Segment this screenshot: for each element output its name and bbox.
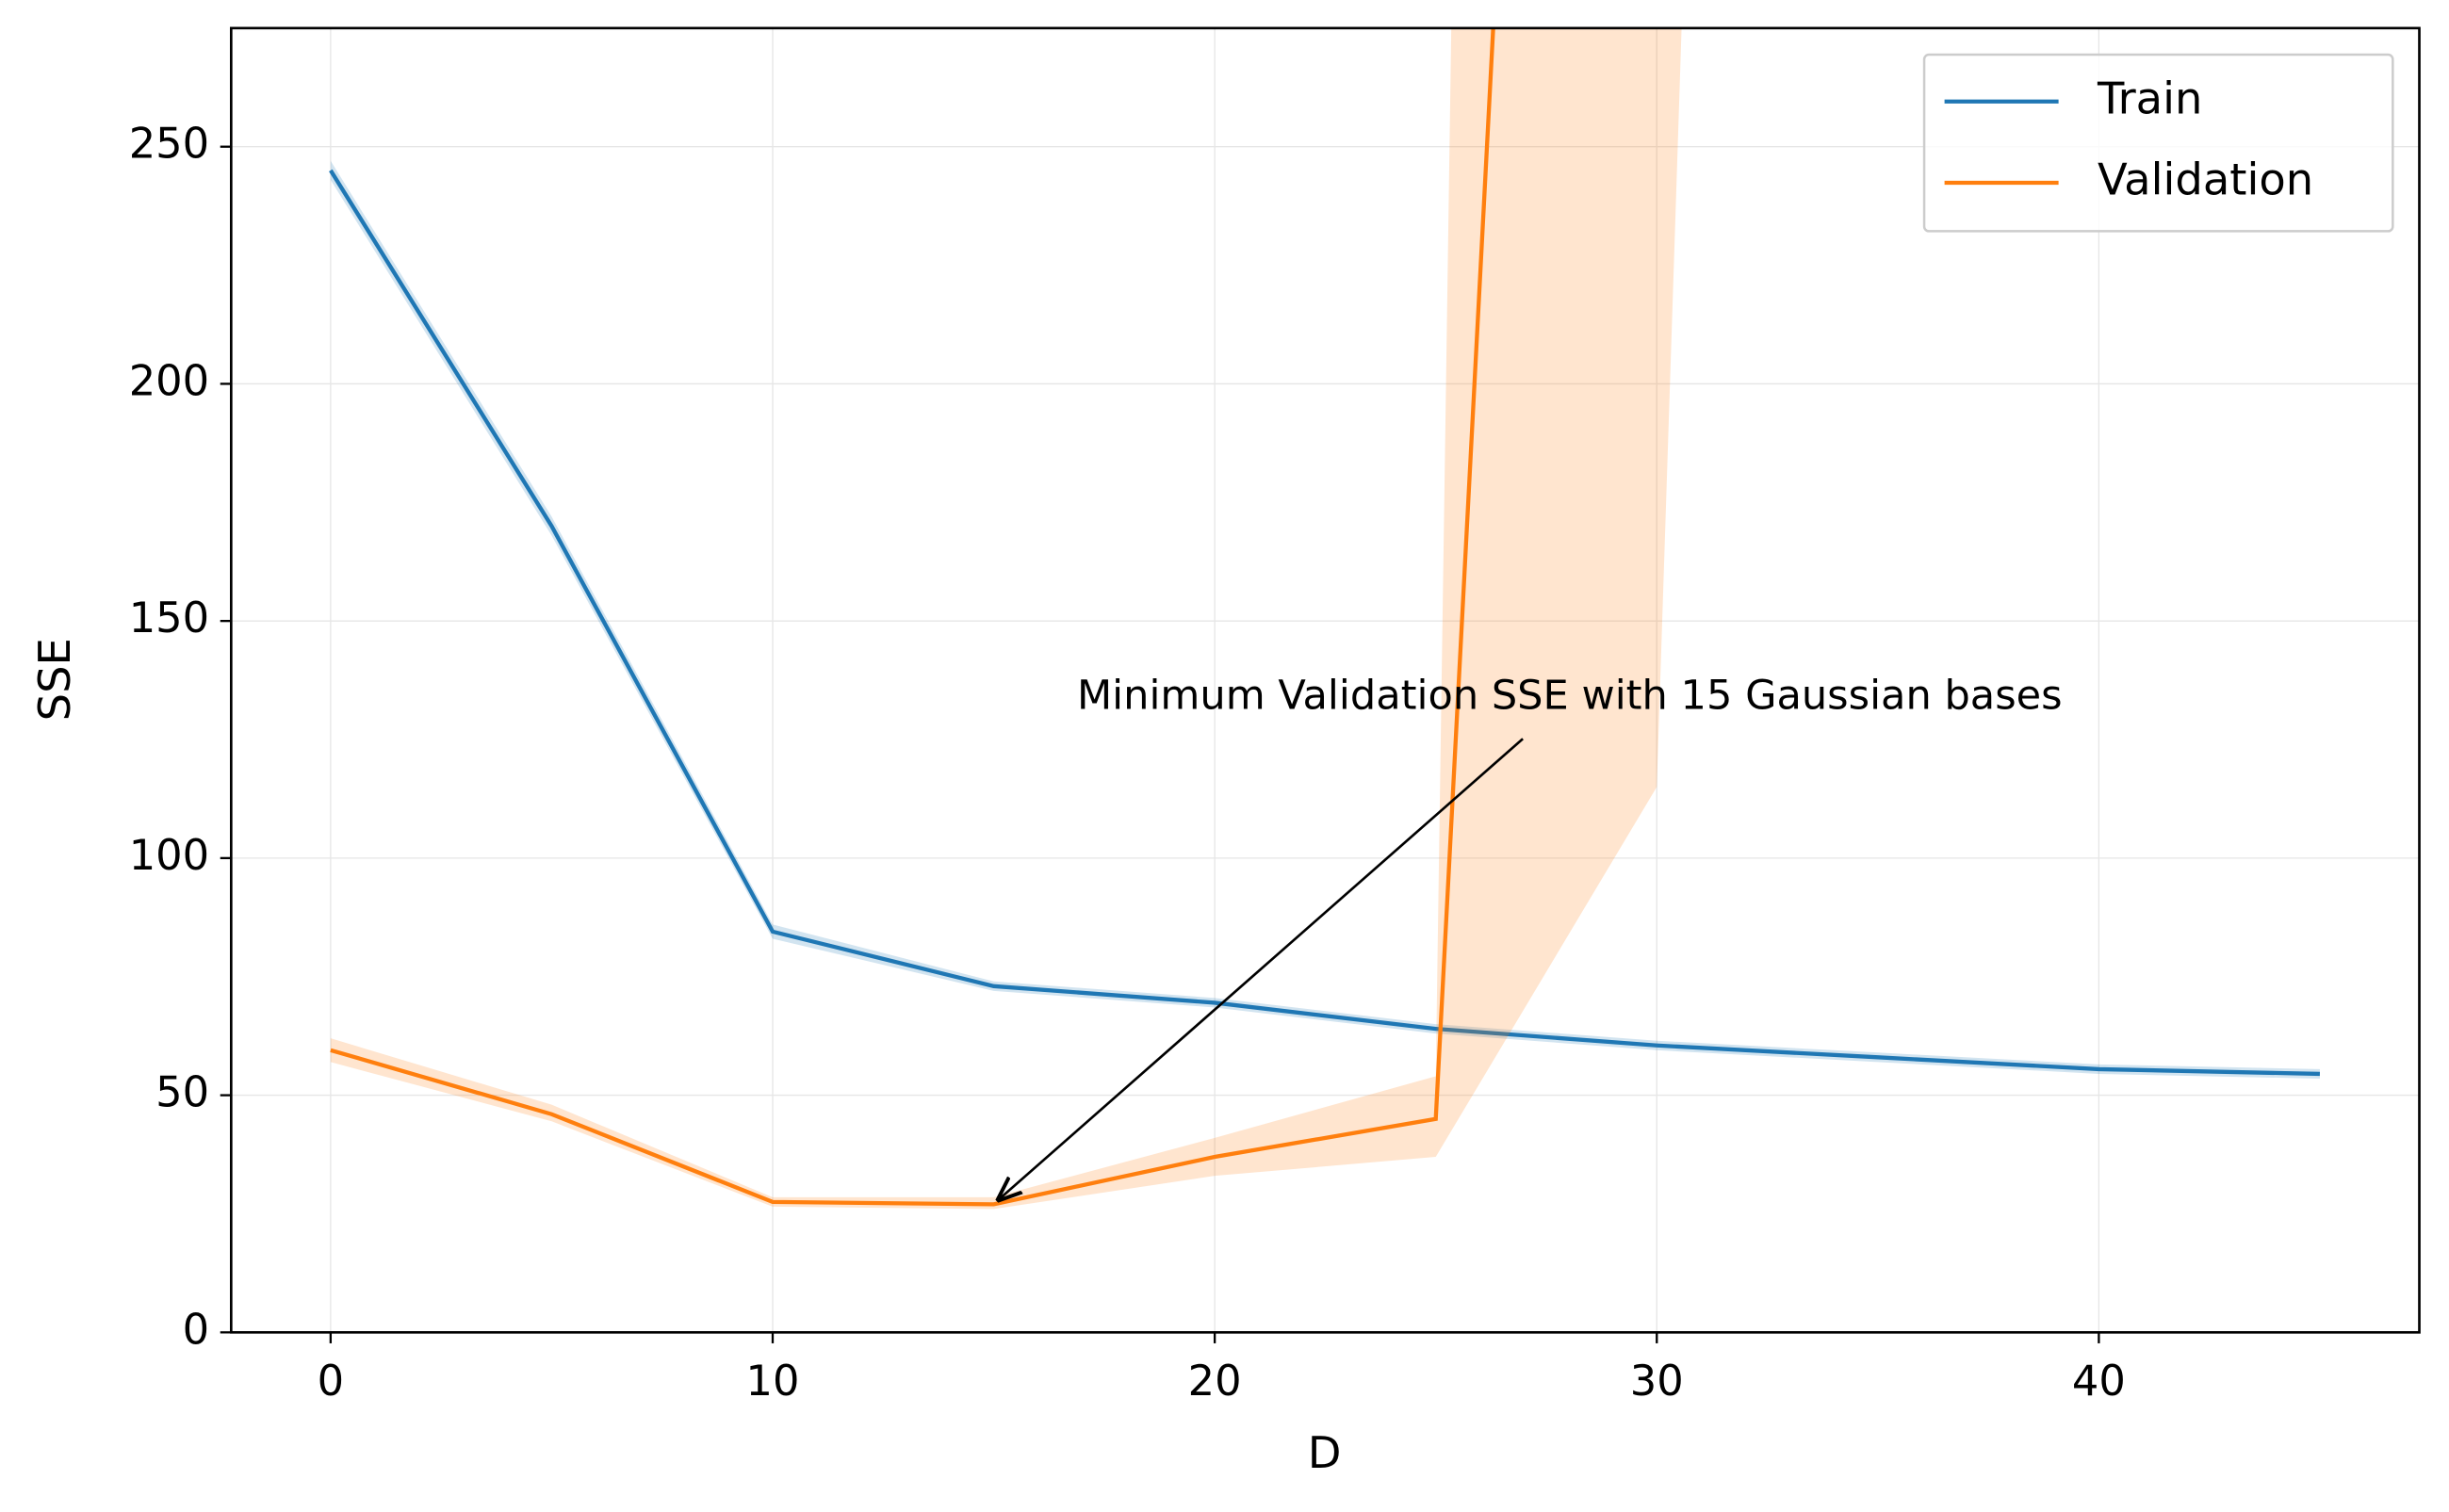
y-tick-label: 0	[183, 1304, 209, 1354]
legend: Train Validation	[1922, 53, 2394, 233]
series-line	[330, 27, 1495, 1207]
x-tick-label: 10	[746, 1356, 800, 1406]
y-axis-label: SSE	[29, 638, 80, 721]
y-tick-label: 200	[129, 355, 209, 405]
y-tick-label: 50	[155, 1067, 209, 1117]
x-tick-label: 40	[2072, 1356, 2126, 1406]
x-axis-label: D	[1308, 1427, 1342, 1478]
legend-box	[1922, 53, 2394, 233]
legend-label: Train	[2097, 73, 2202, 123]
legend-label: Validation	[2098, 154, 2313, 204]
series-line	[329, 169, 2321, 1077]
confidence-band	[330, 160, 2320, 1079]
annotation-text: Minimum Validation SSE with 15 Gaussian …	[1077, 673, 2063, 720]
y-tick-label: 250	[129, 119, 209, 169]
x-tick-label: 20	[1188, 1356, 1242, 1406]
x-tick-label: 0	[318, 1356, 344, 1406]
plot-frame	[229, 26, 2421, 1334]
y-tick-label: 150	[129, 593, 209, 642]
annotation-arrow	[997, 738, 1524, 1201]
x-tick-label: 30	[1630, 1356, 1684, 1406]
y-tick-label: 100	[129, 830, 209, 880]
